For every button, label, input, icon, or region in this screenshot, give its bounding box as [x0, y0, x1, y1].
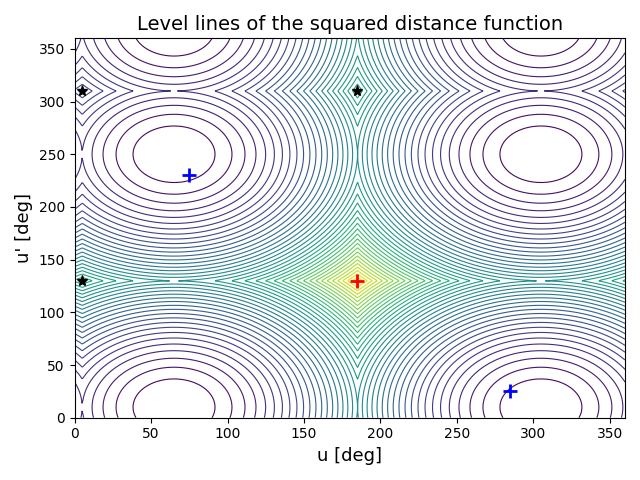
Title: Level lines of the squared distance function: Level lines of the squared distance func… — [137, 15, 563, 34]
Y-axis label: u' [deg]: u' [deg] — [15, 193, 33, 263]
X-axis label: u [deg]: u [deg] — [317, 447, 382, 465]
